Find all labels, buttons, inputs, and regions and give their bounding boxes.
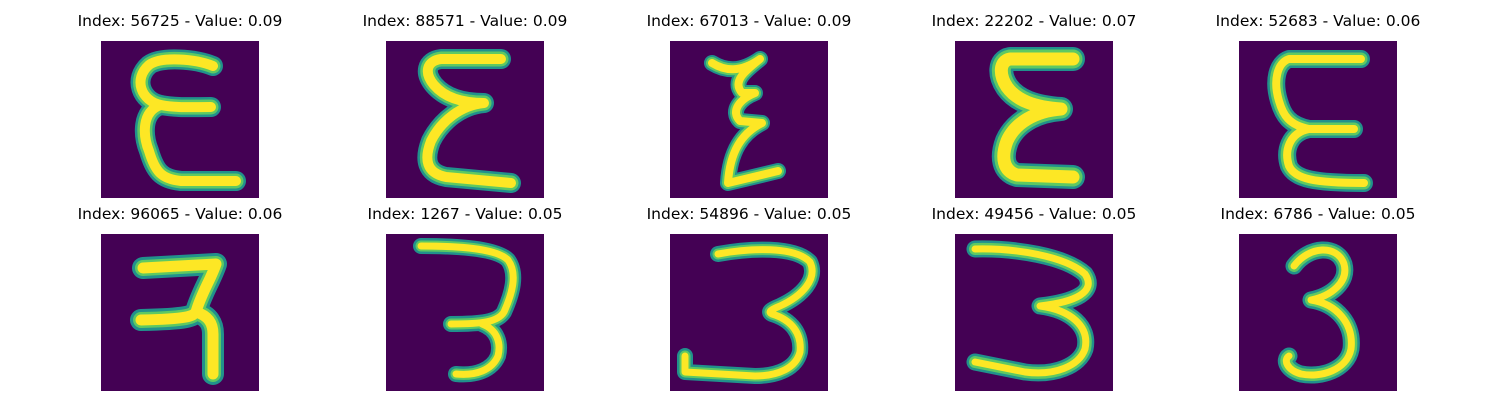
digit-image [1239, 41, 1397, 198]
epsilon-glyph [130, 49, 246, 191]
panel-10: Index: 6786 - Value: 0.05 [1176, 199, 1460, 391]
zigzag-epsilon-glyph [704, 51, 786, 191]
digit-image [670, 234, 828, 391]
digit-image [386, 41, 544, 198]
devanagari-like-glyph [130, 253, 227, 385]
panel-2: Index: 88571 - Value: 0.09 [323, 6, 607, 198]
digit-image [101, 234, 259, 391]
panel-6: Index: 96065 - Value: 0.06 [38, 199, 322, 391]
panel-8: Index: 54896 - Value: 0.05 [607, 199, 891, 391]
digit-image [955, 234, 1113, 391]
panel-4: Index: 22202 - Value: 0.07 [892, 6, 1176, 198]
epsilon-glyph [1267, 50, 1373, 192]
panel-title: Index: 52683 - Value: 0.06 [1215, 12, 1421, 30]
panel-1: Index: 56725 - Value: 0.09 [38, 6, 322, 198]
panel-title: Index: 6786 - Value: 0.05 [1220, 205, 1416, 223]
digit-image [1239, 234, 1397, 391]
digit-image [670, 41, 828, 198]
panel-title: Index: 1267 - Value: 0.05 [367, 205, 563, 223]
panel-7: Index: 1267 - Value: 0.05 [323, 199, 607, 391]
panel-title: Index: 88571 - Value: 0.09 [362, 12, 568, 30]
panel-title: Index: 56725 - Value: 0.09 [77, 12, 283, 30]
panel-title: Index: 54896 - Value: 0.05 [646, 205, 852, 223]
panel-title: Index: 49456 - Value: 0.05 [931, 205, 1137, 223]
panel-3: Index: 67013 - Value: 0.09 [607, 6, 891, 198]
three-glyph [966, 240, 1097, 382]
panel-title: Index: 67013 - Value: 0.09 [646, 12, 852, 30]
three-glyph [677, 241, 820, 384]
epsilon-glyph [417, 49, 521, 193]
epsilon-glyph [989, 47, 1085, 189]
panel-title: Index: 22202 - Value: 0.07 [931, 12, 1137, 30]
panel-title: Index: 96065 - Value: 0.06 [77, 205, 283, 223]
three-glyph [1277, 241, 1360, 384]
digit-image [955, 41, 1113, 198]
digit-image [101, 41, 259, 198]
panel-9: Index: 49456 - Value: 0.05 [892, 199, 1176, 391]
three-glyph [413, 238, 522, 383]
digit-image [386, 234, 544, 391]
panel-5: Index: 52683 - Value: 0.06 [1176, 6, 1460, 198]
